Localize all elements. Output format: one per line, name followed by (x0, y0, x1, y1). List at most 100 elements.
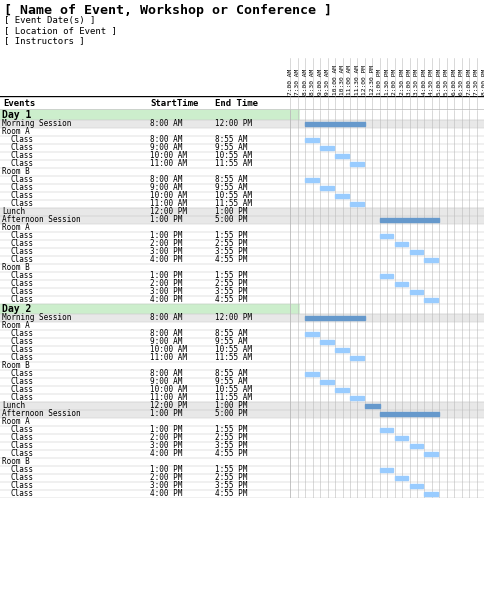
Bar (424, 298, 438, 302)
Text: Class: Class (11, 370, 34, 378)
Bar (320, 340, 334, 344)
Text: 3:30 PM: 3:30 PM (414, 69, 420, 95)
Text: 1:00 PM: 1:00 PM (150, 272, 182, 281)
Bar (305, 332, 319, 336)
Bar (0, 386, 484, 394)
Text: 8:00 PM: 8:00 PM (482, 69, 484, 95)
Text: Class: Class (11, 465, 34, 474)
Bar (0, 402, 484, 410)
Text: 1:30 PM: 1:30 PM (385, 69, 390, 95)
Bar (0, 248, 484, 256)
Text: Class: Class (11, 184, 34, 193)
Text: 5:00 PM: 5:00 PM (215, 409, 248, 418)
Text: Afternoon Session: Afternoon Session (2, 409, 81, 418)
Text: Lunch: Lunch (2, 207, 26, 216)
Text: 3:00 PM: 3:00 PM (150, 442, 182, 451)
Text: 3:00 PM: 3:00 PM (150, 287, 182, 296)
Text: 9:55 AM: 9:55 AM (215, 144, 248, 153)
Bar (0, 426, 484, 434)
Text: 2:00 PM: 2:00 PM (150, 433, 182, 442)
Text: 8:00 AM: 8:00 AM (150, 313, 182, 322)
Text: 5:00 PM: 5:00 PM (437, 69, 442, 95)
Bar (380, 218, 439, 222)
Bar (0, 192, 484, 200)
Bar (0, 450, 484, 458)
Text: 10:00 AM: 10:00 AM (333, 65, 337, 95)
Text: 9:00 AM: 9:00 AM (150, 377, 182, 386)
Bar (320, 146, 334, 150)
Bar (320, 380, 334, 384)
Text: 11:55 AM: 11:55 AM (215, 200, 252, 209)
Text: 5:00 PM: 5:00 PM (215, 216, 248, 225)
Text: 9:00 AM: 9:00 AM (318, 69, 323, 95)
Text: [ Name of Event, Workshop or Conference ]: [ Name of Event, Workshop or Conference … (4, 4, 332, 17)
Bar (335, 194, 349, 198)
Text: 4:00 PM: 4:00 PM (150, 449, 182, 458)
Text: 8:00 AM: 8:00 AM (303, 69, 308, 95)
Text: 3:55 PM: 3:55 PM (215, 287, 248, 296)
Bar (300, 304, 484, 314)
Bar (0, 434, 484, 442)
Bar (409, 290, 423, 294)
Bar (365, 404, 380, 408)
Bar (350, 162, 363, 166)
Bar (300, 110, 484, 120)
Text: Class: Class (11, 200, 34, 209)
Text: 8:55 AM: 8:55 AM (215, 330, 248, 339)
Text: 12:00 PM: 12:00 PM (215, 120, 252, 129)
Text: Class: Class (11, 330, 34, 339)
Bar (320, 186, 334, 190)
Text: 3:55 PM: 3:55 PM (215, 247, 248, 256)
Bar (0, 296, 484, 304)
Text: 4:00 PM: 4:00 PM (150, 256, 182, 265)
Text: 11:55 AM: 11:55 AM (215, 393, 252, 402)
Bar (0, 330, 484, 338)
Bar (0, 466, 484, 474)
Bar (0, 152, 484, 160)
Bar (0, 208, 484, 216)
Bar (305, 316, 365, 320)
Bar (0, 288, 484, 296)
Text: Class: Class (11, 231, 34, 241)
Text: 8:55 AM: 8:55 AM (215, 135, 248, 144)
Text: Class: Class (11, 280, 34, 288)
Bar (0, 144, 484, 152)
Text: 3:00 PM: 3:00 PM (150, 482, 182, 491)
Text: 4:00 PM: 4:00 PM (422, 69, 427, 95)
Text: Room A: Room A (2, 128, 30, 136)
Bar (0, 160, 484, 168)
Text: 1:00 PM: 1:00 PM (150, 216, 182, 225)
Text: 4:00 PM: 4:00 PM (150, 296, 182, 305)
Text: 8:30 AM: 8:30 AM (310, 69, 315, 95)
Text: Morning Session: Morning Session (2, 120, 72, 129)
Text: Events: Events (3, 98, 36, 107)
Text: 2:55 PM: 2:55 PM (215, 433, 248, 442)
Text: Class: Class (11, 272, 34, 281)
Text: Class: Class (11, 256, 34, 265)
Bar (0, 314, 484, 322)
Bar (0, 110, 300, 120)
Text: 1:55 PM: 1:55 PM (215, 231, 248, 241)
Bar (409, 250, 423, 254)
Bar (0, 224, 484, 232)
Text: 7:30 AM: 7:30 AM (295, 69, 301, 95)
Text: 3:00 PM: 3:00 PM (150, 247, 182, 256)
Text: Room B: Room B (2, 263, 30, 272)
Text: Room B: Room B (2, 167, 30, 176)
Bar (380, 468, 393, 472)
Text: 9:00 AM: 9:00 AM (150, 337, 182, 346)
Text: 3:55 PM: 3:55 PM (215, 442, 248, 451)
Bar (380, 412, 439, 416)
Text: Room B: Room B (2, 458, 30, 467)
Bar (409, 444, 423, 448)
Text: Class: Class (11, 353, 34, 362)
Bar (424, 258, 438, 262)
Text: [ Instructors ]: [ Instructors ] (4, 36, 85, 45)
Text: Room A: Room A (2, 321, 30, 331)
Text: Class: Class (11, 482, 34, 491)
Bar (0, 354, 484, 362)
Text: 11:00 AM: 11:00 AM (150, 160, 187, 169)
Bar (0, 176, 484, 184)
Text: StartTime: StartTime (150, 98, 198, 107)
Text: Class: Class (11, 426, 34, 434)
